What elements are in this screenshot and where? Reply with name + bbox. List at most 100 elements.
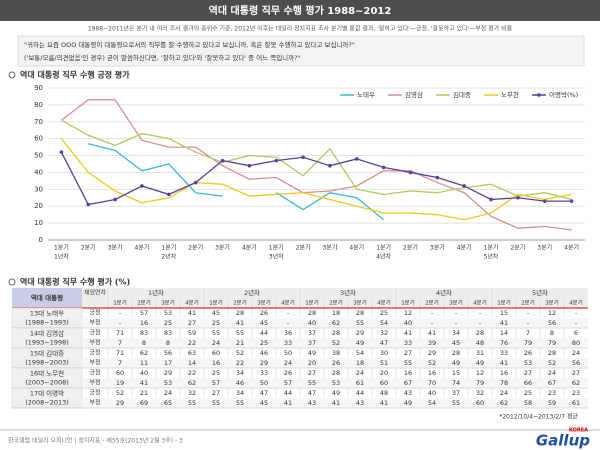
series-marker (59, 150, 64, 154)
cell-value: 28 (332, 369, 340, 377)
cell-value: 12 (404, 309, 412, 317)
rating-type: 긍정 (89, 350, 100, 357)
legend-label: 노무현 (501, 91, 519, 99)
cell-value: 27 (572, 369, 580, 377)
cell-value: 45 (260, 399, 268, 407)
cell-value: 41 (500, 359, 508, 367)
cell-value: 19 (116, 379, 124, 387)
cell-value: 27 (212, 389, 220, 397)
cell-value: 56 (164, 349, 172, 357)
x-tick-label: 3분기 (430, 244, 445, 252)
cell-value: 29 (260, 359, 268, 367)
president-term: (1988~1993) (25, 319, 69, 327)
cell-value: 43 (356, 399, 364, 407)
cell-value: 28 (308, 309, 316, 317)
cell-value: 8 (142, 339, 146, 347)
x-tick-label: 2분기 (296, 244, 311, 252)
cell-value: 45 (260, 319, 268, 327)
cell-value: 21 (140, 389, 148, 397)
neg-row-bg (82, 398, 588, 408)
cell-value: 6 (574, 329, 578, 337)
series-marker (489, 197, 493, 202)
cell-value: 71 (116, 329, 124, 337)
rating-type: 긍정 (89, 330, 100, 337)
cell-value: 41 (500, 319, 508, 327)
cell-value: 41 (236, 319, 244, 327)
cell-value: 49 (308, 349, 316, 357)
cell-value: 8 (166, 339, 170, 347)
cell-value: 24 (164, 389, 172, 397)
cell-value: 55 (452, 399, 460, 407)
cell-value: 25 (164, 319, 172, 327)
cell-value: - (287, 319, 290, 327)
series-marker (220, 158, 225, 163)
header-bg (82, 288, 588, 308)
cell-value: 17 (164, 359, 172, 367)
cell-value: - (431, 309, 434, 317)
x-tick-label: 3분기 (322, 244, 337, 252)
cell-value: 18 (356, 359, 364, 367)
question: "귀하는 요즘 OOO 대통령이 대통령으로서의 직무를 잘 수행하고 있다고 … (24, 40, 355, 49)
cell-value: 51 (380, 359, 388, 367)
x-tick-label: 4분기 (349, 244, 364, 252)
cell-value: 52 (548, 359, 556, 367)
cell-value: 53 (524, 359, 532, 367)
cell-value: 16 (212, 359, 220, 367)
cell-value: 14 (500, 329, 508, 337)
cell-value: 25 (212, 319, 220, 327)
cell-value: 55 (236, 329, 244, 337)
cell-value: 28 (332, 329, 340, 337)
cell-value: 11 (140, 359, 148, 367)
cell-value: 67 (548, 379, 556, 387)
series-line (61, 119, 572, 201)
cell-value: 41 (332, 399, 340, 407)
question-box (17, 35, 585, 67)
cell-value: - (479, 319, 482, 327)
cell-value: 48 (476, 339, 484, 347)
y-tick-label: 10 (34, 219, 43, 227)
year-label: 5년차 (532, 288, 548, 297)
cell-value: 61 (572, 399, 580, 407)
cell-value: 79 (548, 339, 556, 347)
x-tick-label: 1분기 (376, 244, 391, 252)
cell-value: 37 (308, 329, 316, 337)
cell-value: 37 (308, 339, 316, 347)
cell-value: 37 (452, 389, 460, 397)
year-label: 2년차 (244, 288, 260, 297)
cell-value: - (575, 309, 578, 317)
legend-marker (537, 93, 541, 97)
cell-value: 28 (548, 349, 556, 357)
series-line (60, 151, 572, 206)
logo: Gallup (536, 432, 590, 450)
series-marker (301, 155, 305, 160)
cell-value: 60 (116, 369, 124, 377)
cell-value: 34 (452, 329, 460, 337)
rating-type: 부정 (89, 380, 100, 387)
cell-value: 32 (188, 389, 196, 397)
cell-value: 28 (476, 329, 484, 337)
cell-value: 24 (356, 369, 364, 377)
quarter-label: 2분기 (521, 299, 535, 307)
cell-value: 41 (404, 329, 412, 337)
quarter-label: 2분기 (329, 299, 343, 307)
quarter-label: 1분기 (401, 299, 415, 307)
cell-value: 55 (404, 359, 412, 367)
cell-value: 52 (116, 389, 124, 397)
cell-value: 49 (476, 359, 484, 367)
cell-value: 52 (332, 339, 340, 347)
x-tick-label: 3분기 (537, 244, 552, 252)
x-tick-label: 3분기 (108, 244, 123, 252)
cell-value: 24 (548, 369, 556, 377)
cell-value: 55 (212, 329, 220, 337)
cell-value: 48 (380, 389, 388, 397)
cell-value: - (455, 309, 458, 317)
series-marker (113, 197, 117, 202)
cell-value: 21 (236, 339, 244, 347)
cell-value: 15 (500, 309, 508, 317)
cell-value: 46 (236, 379, 244, 387)
cell-value: 26 (284, 369, 292, 377)
cell-value: 32 (380, 329, 388, 337)
cell-value: 54 (380, 319, 388, 327)
cell-value: 52 (428, 359, 436, 367)
cell-value: 76 (500, 339, 508, 347)
